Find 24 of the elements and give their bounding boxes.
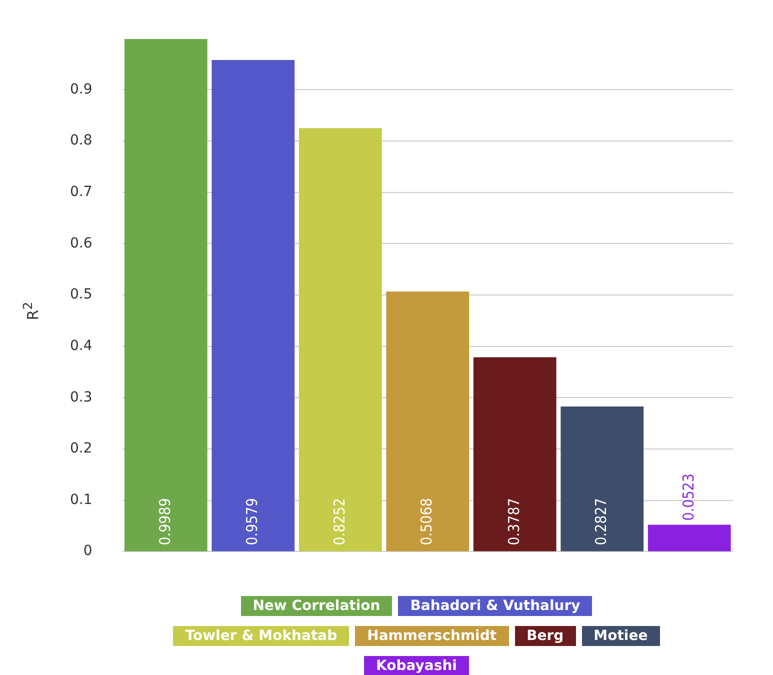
y-tick-label: 0.7 — [70, 184, 92, 200]
text: Kobayashi — [364, 656, 469, 675]
text: Towler & Mokhatab — [173, 626, 350, 646]
data-label: 0.0523 — [679, 474, 698, 521]
y-tick-label: 0.9 — [70, 81, 92, 98]
text: Berg — [514, 626, 576, 646]
y-tick-label: 0.4 — [70, 338, 92, 354]
data-label: 0.2827 — [592, 498, 610, 546]
data-label: 0.8252 — [330, 498, 348, 546]
y-tick-label: 0 — [83, 543, 92, 560]
y-tick-label: 0.5 — [70, 286, 92, 303]
y-tick-label: 0.1 — [70, 492, 92, 508]
y-tick-label: 0.6 — [70, 235, 92, 252]
data-label: 0.9989 — [156, 498, 174, 546]
data-label: 0.9579 — [243, 498, 262, 546]
text: Motiee — [582, 626, 660, 646]
text: Bahadori & Vuthalury — [398, 596, 592, 616]
y-tick-label: 0.3 — [70, 389, 92, 406]
text: New Correlation — [240, 596, 392, 616]
y-tick-label: 0.2 — [70, 440, 92, 457]
y-tick-label: 0.8 — [70, 132, 92, 149]
data-label: 0.3787 — [504, 498, 523, 546]
data-label: 0.5068 — [418, 498, 436, 546]
text: Hammerschmidt — [355, 626, 509, 646]
